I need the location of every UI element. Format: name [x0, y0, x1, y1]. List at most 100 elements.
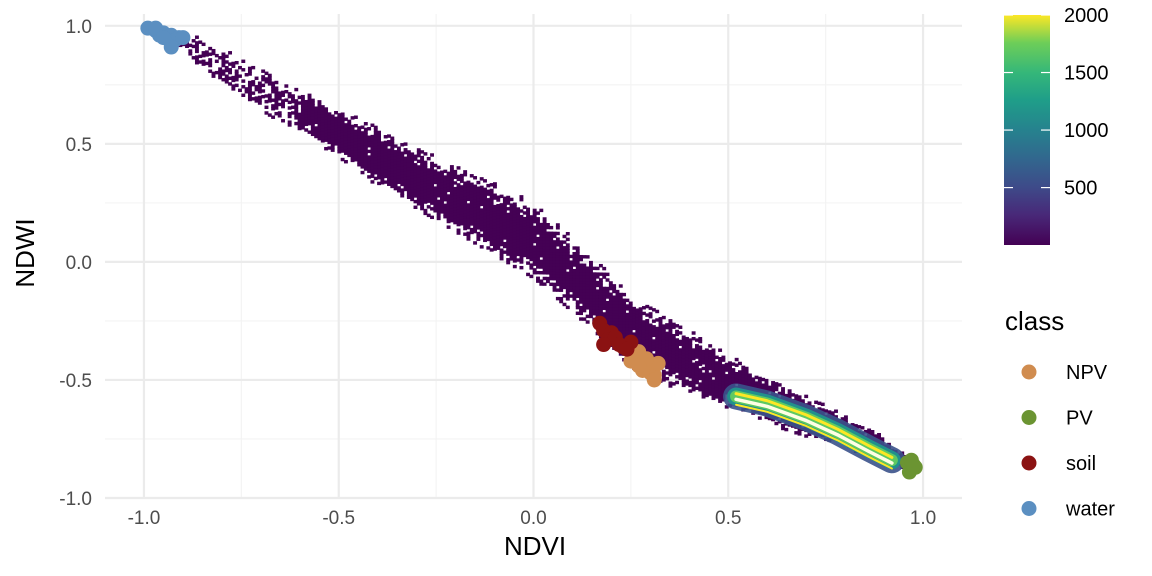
density-cell — [681, 349, 686, 354]
density-cell — [681, 377, 686, 382]
density-cell — [605, 312, 610, 316]
density-cell — [575, 257, 580, 262]
density-cell — [701, 361, 706, 365]
density-cell — [658, 353, 663, 358]
density-cell — [545, 254, 550, 258]
density-cell — [701, 378, 706, 382]
density-cell — [466, 206, 471, 210]
density-cell — [353, 146, 358, 151]
density-cell — [479, 188, 484, 192]
density-cell — [413, 157, 418, 161]
density-cell — [618, 315, 623, 319]
density-cell — [555, 231, 560, 236]
density-cell — [545, 234, 550, 238]
density-cell — [757, 379, 762, 383]
density-cell — [466, 189, 471, 193]
density-cell — [767, 416, 772, 421]
density-cell — [320, 116, 325, 120]
density-cell — [718, 399, 723, 403]
density-cell — [824, 409, 829, 413]
density-cell — [628, 310, 633, 314]
density-cell — [512, 208, 517, 212]
density-cell — [294, 110, 299, 114]
density-cell — [440, 181, 444, 186]
density-cell — [370, 166, 375, 170]
density-cell — [469, 196, 474, 201]
density-cell — [317, 136, 322, 141]
density-cell — [665, 359, 670, 364]
density-cell — [678, 353, 683, 358]
density-cell — [728, 375, 732, 379]
density-cell — [400, 160, 405, 164]
density-cell — [658, 331, 663, 335]
density-cell — [304, 116, 309, 121]
density-cell — [380, 181, 385, 185]
density-cell — [334, 139, 338, 143]
density-cell — [426, 196, 431, 201]
density-cell — [585, 269, 590, 273]
density-cell — [718, 373, 723, 378]
density-cell — [347, 145, 352, 149]
density-cell — [420, 195, 425, 199]
density-cell — [373, 162, 378, 166]
density-cell — [387, 168, 391, 172]
density-cell — [496, 235, 501, 239]
density-cell — [598, 263, 603, 268]
density-cell — [436, 194, 441, 198]
density-cell — [681, 372, 686, 376]
density-cell — [426, 205, 431, 209]
density-cell — [559, 243, 564, 247]
density-cell — [602, 286, 607, 291]
density-cell — [757, 416, 762, 420]
density-cell — [612, 301, 617, 305]
density-cell — [492, 221, 497, 226]
density-cell — [393, 155, 398, 160]
density-cell — [582, 255, 587, 259]
density-cell — [446, 185, 451, 190]
density-cell — [542, 276, 547, 281]
density-cell — [559, 268, 564, 273]
density-cell — [373, 137, 378, 141]
density-cell — [728, 381, 732, 385]
density-cell — [459, 222, 464, 226]
density-cell — [536, 279, 540, 283]
density-cell — [423, 197, 428, 201]
y-tick-label: 1.0 — [66, 17, 92, 38]
density-cell — [661, 375, 666, 379]
density-cell — [612, 318, 617, 322]
density-cell — [579, 277, 583, 282]
density-cell — [443, 195, 448, 199]
density-cell — [562, 240, 567, 244]
density-cell — [373, 171, 378, 175]
density-cell — [688, 383, 693, 388]
density-cell — [413, 168, 418, 173]
density-cell — [476, 189, 481, 193]
density-cell — [539, 251, 544, 255]
density-cell — [370, 163, 375, 167]
density-cell — [741, 368, 746, 372]
density-cell — [592, 272, 597, 276]
density-cell — [559, 285, 564, 290]
density-cell — [608, 284, 613, 288]
density-cell — [526, 224, 531, 228]
density-cell — [423, 166, 428, 170]
density-cell — [880, 437, 885, 441]
density-cell — [499, 242, 504, 247]
density-cell — [559, 248, 564, 253]
density-cell — [499, 237, 504, 241]
density-cell — [473, 218, 478, 222]
density-cell — [731, 379, 736, 383]
density-cell — [668, 324, 673, 329]
density-cell — [721, 375, 726, 379]
density-cell — [526, 230, 531, 234]
density-cell — [304, 128, 309, 132]
density-cell — [489, 217, 494, 221]
density-cell — [685, 359, 689, 364]
density-cell — [357, 163, 362, 167]
density-cell — [549, 265, 554, 270]
density-cell — [671, 345, 676, 349]
density-cell — [853, 424, 858, 428]
density-cell — [360, 145, 365, 149]
density-cell — [506, 238, 511, 242]
density-cell — [443, 192, 448, 196]
